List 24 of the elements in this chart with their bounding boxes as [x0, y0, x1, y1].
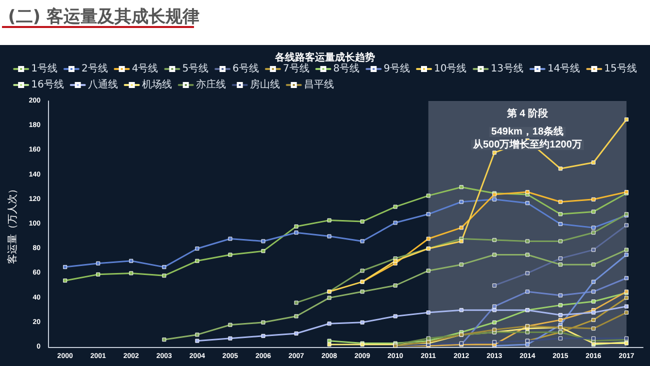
- legend-label: 昌平线: [304, 78, 334, 90]
- legend-label: 10号线: [434, 62, 467, 74]
- legend-label: 2号线: [81, 62, 108, 74]
- chart-title: (二) 客运量及其成长规律: [8, 6, 200, 28]
- legend-label: 16号线: [31, 78, 64, 90]
- annotation: 从500万增长至约1200万: [472, 138, 582, 150]
- legend-label: 9号线: [384, 62, 410, 74]
- legend-label: 7号线: [282, 62, 310, 74]
- legend-label: 14号线: [547, 62, 580, 74]
- legend-label: 5号线: [182, 62, 209, 74]
- legend-label: 8号线: [333, 62, 360, 74]
- legend-label: 八通线: [88, 78, 118, 90]
- legend-label: 机场线: [142, 78, 172, 90]
- legend-label: 亦庄线: [196, 78, 226, 90]
- y-axis-title: 客运量（万人次）: [6, 184, 18, 264]
- band-label: 第 4 阶段: [506, 108, 549, 120]
- legend-label: 4号线: [132, 62, 158, 74]
- legend-label: 15号线: [604, 62, 637, 74]
- legend-label: 13号线: [490, 62, 524, 74]
- annotation: 549km，18条线: [491, 126, 564, 138]
- legend-label: 6号线: [232, 62, 259, 74]
- legend-label: 1号线: [31, 62, 58, 74]
- legend-label: 房山线: [250, 78, 280, 90]
- chart-subtitle: 各线路客运量成长趋势: [274, 52, 375, 64]
